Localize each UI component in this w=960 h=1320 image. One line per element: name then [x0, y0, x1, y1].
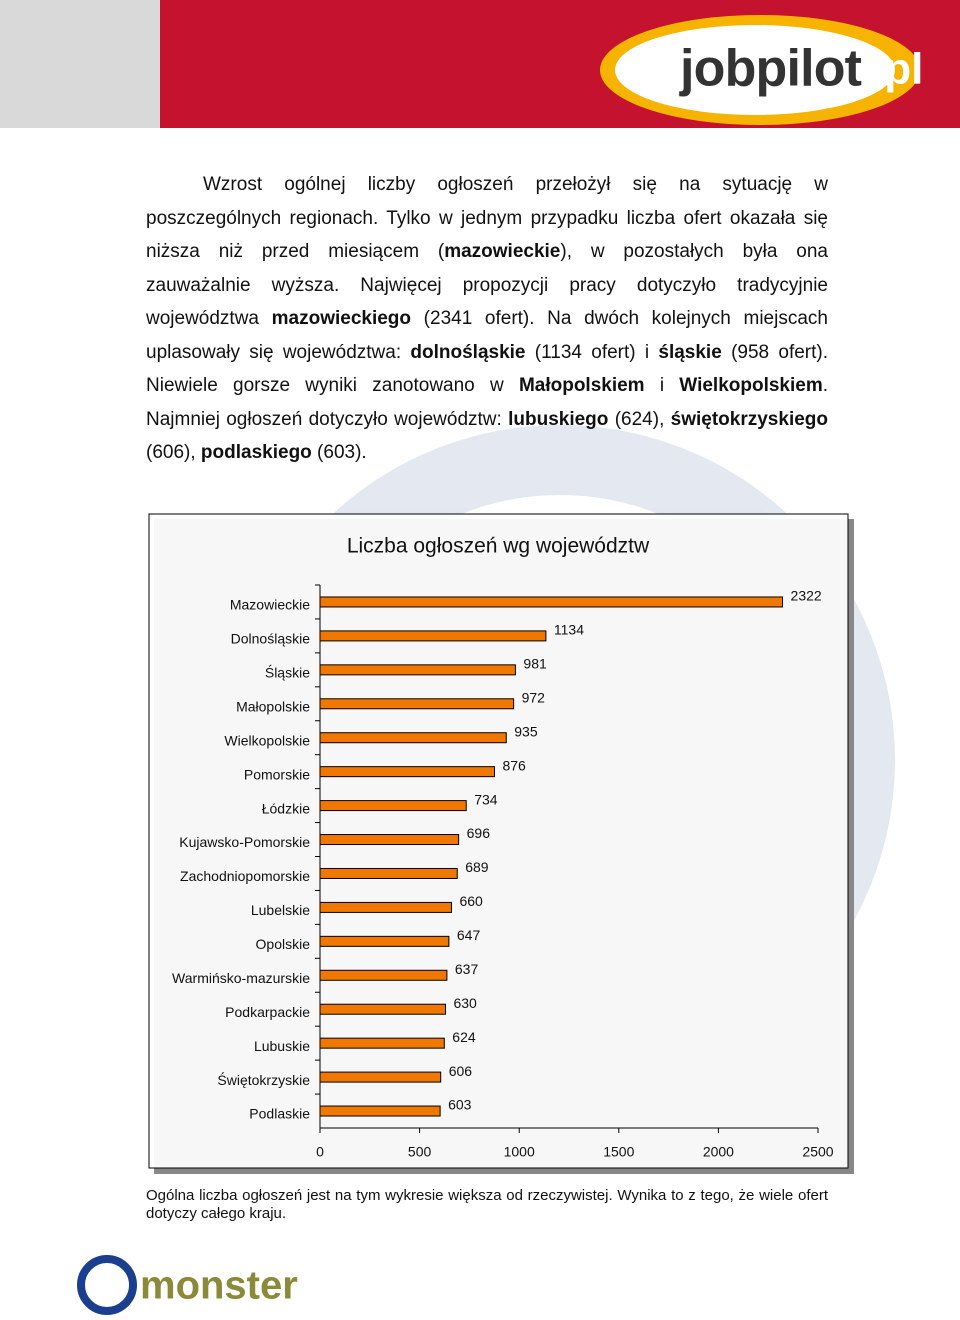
bar: [319, 1071, 442, 1083]
text-run: i: [644, 375, 680, 396]
y-tick-label: Kujawsko-Pomorskie: [179, 834, 310, 850]
body-paragraph: Wzrost ogólnej liczby ogłoszeń przełożył…: [146, 168, 828, 470]
value-label: 696: [467, 825, 491, 841]
value-label: 876: [502, 757, 526, 773]
value-label: 647: [457, 927, 481, 943]
y-tick-label: Świętokrzyskie: [217, 1071, 310, 1088]
text-run: (958 ofert). Niewiele gorsze wyniki zano…: [146, 341, 829, 397]
bar: [319, 834, 460, 846]
chart-title: Liczba ogłoszeń wg województw: [347, 535, 650, 558]
y-tick-label: Opolskie: [256, 936, 311, 952]
logo-text: jobpilot: [679, 40, 862, 98]
monster-icon: [77, 1255, 137, 1315]
bar: [319, 800, 467, 812]
text-run: (606),: [146, 442, 201, 463]
bold-run: lubuskiego: [508, 408, 609, 430]
value-label: 603: [448, 1097, 472, 1113]
value-label: 935: [514, 723, 538, 739]
y-tick-label: Podlaskie: [249, 1106, 310, 1122]
bold-run: dolnośląskie: [410, 341, 526, 363]
text-run: ), w pozostałych była ona zauważalnie wy…: [146, 241, 828, 329]
text-run: (1134 ofert) i: [525, 341, 659, 363]
text-run: (603).: [311, 442, 367, 463]
value-label: 637: [455, 961, 479, 977]
logo-oval-inner: [615, 25, 895, 115]
bar: [319, 732, 507, 744]
y-tick-label: Lubuskie: [254, 1038, 310, 1054]
text-run: (624),: [608, 408, 671, 430]
bar: [319, 766, 495, 778]
value-label: 660: [459, 893, 483, 909]
value-label: 734: [474, 791, 498, 807]
y-tick-label: Mazowieckie: [230, 597, 310, 613]
text-run: (2341 ofert). Na dwóch kolejnych miejsca…: [146, 308, 828, 363]
logo-domain: .pl: [872, 45, 923, 94]
bar: [319, 867, 458, 879]
y-tick-label: Małopolskie: [236, 698, 310, 714]
bold-run: świętokrzyskiego: [670, 408, 828, 430]
bar: [319, 630, 547, 642]
bar: [319, 698, 515, 710]
bold-run: podlaskiego: [200, 442, 312, 463]
bold-run: śląskie: [658, 341, 722, 363]
y-tick-label: Łódzkie: [262, 800, 310, 816]
y-tick-label: Dolnośląskie: [231, 631, 311, 647]
bold-run: Małopolskiem: [518, 375, 645, 396]
chart-frame: [148, 513, 849, 1169]
value-label: 624: [452, 1029, 476, 1045]
bold-run: Wielkopolskiem: [679, 375, 823, 396]
text-run: . Najmniej ogłoszeń dotyczyło województw…: [146, 375, 829, 430]
bar: [319, 1105, 441, 1117]
value-label: 630: [453, 995, 477, 1011]
monster-logo: monster: [140, 1264, 298, 1308]
y-tick-label: Wielkopolskie: [224, 732, 310, 748]
value-label: 689: [465, 859, 489, 875]
y-tick-label: Podkarpackie: [225, 1004, 310, 1020]
bar: [319, 1003, 446, 1015]
value-label: 606: [449, 1063, 473, 1079]
value-label: 972: [522, 689, 546, 705]
x-tick-label: 1000: [504, 1144, 535, 1160]
bar: [319, 935, 450, 947]
footnote: Ogólna liczba ogłoszeń jest na tym wykre…: [146, 1187, 828, 1222]
x-tick-label: 500: [408, 1144, 432, 1160]
bold-run: mazowieckiego: [271, 308, 412, 329]
bold-run: mazowieckie: [444, 241, 561, 262]
text-run: Wzrost ogólnej liczby ogłoszeń przełożył…: [146, 174, 828, 262]
value-label: 1134: [554, 622, 584, 638]
x-tick-label: 1500: [603, 1144, 634, 1160]
y-tick-label: Pomorskie: [244, 766, 310, 782]
y-tick-label: Zachodniopomorskie: [180, 868, 310, 884]
value-label: 981: [523, 656, 547, 672]
x-tick-label: 2000: [703, 1144, 734, 1160]
header-gray: [0, 0, 160, 128]
bar: [319, 596, 784, 608]
chart: Liczba ogłoszeń wg województw 0 500 1000 15…: [148, 513, 854, 1174]
y-tick-label: Warmińsko-mazurskie: [172, 970, 310, 986]
y-tick-label: Lubelskie: [251, 902, 310, 918]
bar: [319, 664, 516, 676]
x-tick-label: 2500: [802, 1144, 833, 1160]
bar: [319, 969, 448, 981]
value-label: 2322: [791, 588, 822, 604]
bar: [319, 1037, 445, 1049]
y-tick-label: Śląskie: [265, 664, 310, 681]
x-tick-label: 0: [316, 1144, 324, 1160]
bar: [319, 901, 452, 913]
